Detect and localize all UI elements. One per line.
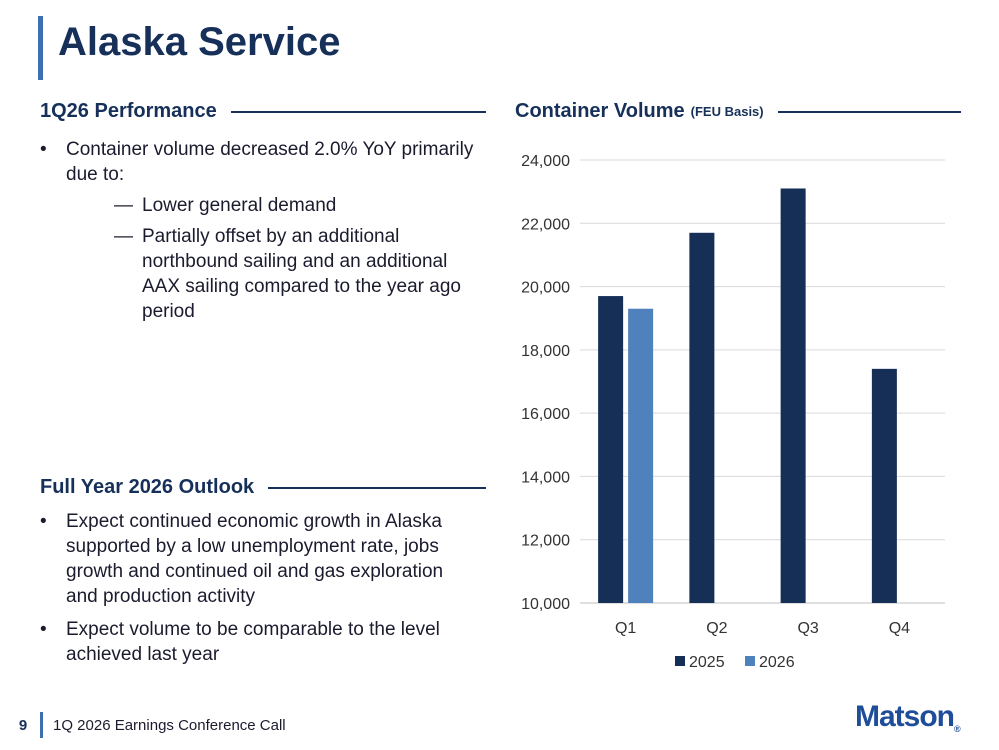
outlook-bullet: • Expect continued economic growth in Al… — [40, 509, 480, 609]
bar-2025-q4 — [871, 368, 897, 603]
outlook-heading-rule — [268, 486, 486, 489]
legend-label-2026: 2026 — [759, 654, 795, 671]
bar-2025-q3 — [780, 188, 806, 603]
x-tick-label: Q1 — [615, 620, 636, 637]
performance-sub-bullet: — Lower general demand — [66, 193, 480, 218]
legend-swatch-2025 — [675, 656, 685, 666]
outlook-heading: Full Year 2026 Outlook — [40, 476, 486, 499]
outlook-bullet-text: Expect continued economic growth in Alas… — [66, 511, 444, 607]
y-tick-label: 12,000 — [521, 533, 570, 550]
bar-2026-q1 — [628, 308, 654, 603]
performance-bullet-text: Container volume decreased 2.0% YoY prim… — [66, 139, 474, 185]
chart-heading-rule — [777, 110, 961, 113]
bar-2025-q1 — [598, 296, 624, 603]
legend-label-2025: 2025 — [689, 654, 725, 671]
y-tick-label: 24,000 — [521, 153, 570, 170]
bullet-dot-icon: • — [40, 619, 47, 640]
legend-swatch-2026 — [745, 656, 755, 666]
chart-heading: Container Volume (FEU Basis) — [515, 100, 961, 123]
page-number: 9 — [18, 716, 28, 734]
y-tick-label: 16,000 — [521, 406, 570, 423]
bullet-dot-icon: • — [40, 511, 47, 532]
dash-icon: — — [114, 226, 133, 247]
bar-2025-q2 — [689, 232, 715, 603]
performance-sub-bullet-text: Partially offset by an additional northb… — [142, 226, 461, 322]
dash-icon: — — [114, 195, 133, 216]
performance-sub-bullet-text: Lower general demand — [142, 195, 337, 216]
matson-logo: Matson® — [855, 700, 961, 734]
y-tick-label: 18,000 — [521, 343, 570, 360]
chart-heading-sub: (FEU Basis) — [690, 104, 764, 119]
logo-text: Matson — [855, 700, 955, 733]
outlook-heading-label: Full Year 2026 Outlook — [40, 476, 255, 498]
x-tick-label: Q4 — [889, 620, 910, 637]
x-tick-label: Q3 — [797, 620, 818, 637]
outlook-bullet: • Expect volume to be comparable to the … — [40, 617, 480, 667]
outlook-bullet-text: Expect volume to be comparable to the le… — [66, 619, 440, 665]
footer-text: 1Q 2026 Earnings Conference Call — [53, 716, 286, 734]
logo-registered-mark: ® — [954, 724, 961, 734]
chart-heading-label: Container Volume — [515, 100, 685, 122]
outlook-bullets: • Expect continued economic growth in Al… — [40, 509, 480, 675]
performance-heading-label: 1Q26 Performance — [40, 100, 217, 122]
performance-bullets: • Container volume decreased 2.0% YoY pr… — [40, 137, 480, 332]
x-tick-label: Q2 — [706, 620, 727, 637]
slide-title: Alaska Service — [58, 20, 341, 64]
y-tick-label: 10,000 — [521, 596, 570, 613]
performance-heading-rule — [230, 110, 486, 113]
performance-heading: 1Q26 Performance — [40, 100, 486, 123]
bullet-dot-icon: • — [40, 139, 47, 160]
y-tick-label: 14,000 — [521, 469, 570, 486]
y-tick-label: 20,000 — [521, 280, 570, 297]
y-tick-label: 22,000 — [521, 216, 570, 233]
footer: 9 1Q 2026 Earnings Conference Call — [12, 712, 286, 738]
footer-divider — [40, 712, 43, 738]
container-volume-chart: 10,000 12,000 14,000 16,000 18,000 20,000 22,0… — [521, 153, 945, 671]
performance-sub-bullet: — Partially offset by an additional nort… — [66, 224, 480, 324]
title-accent-bar — [38, 16, 43, 80]
performance-bullet: • Container volume decreased 2.0% YoY pr… — [40, 137, 480, 324]
